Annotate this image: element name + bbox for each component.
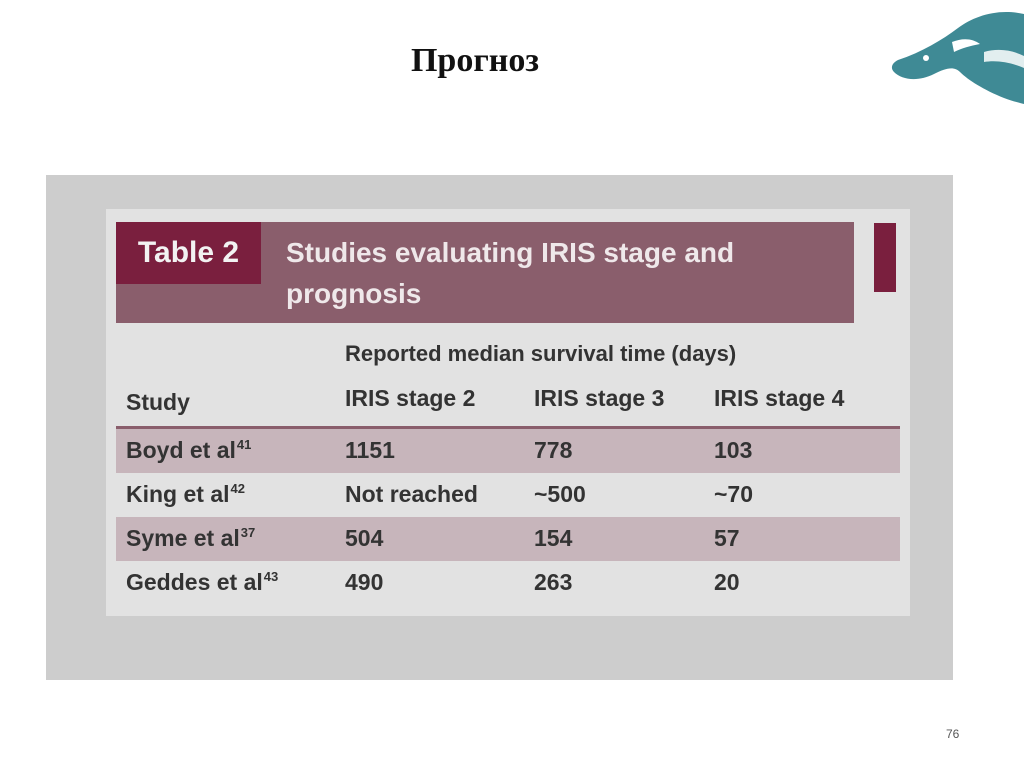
study-cell: Boyd et al41 — [126, 437, 252, 463]
table-row: Boyd et al41 1151 778 103 — [116, 429, 900, 473]
stage3-cell: 263 — [534, 569, 573, 595]
stage4-cell: 57 — [714, 525, 740, 551]
stage4-cell: 20 — [714, 569, 740, 595]
stage3-cell: 154 — [534, 525, 573, 551]
table-header-band: Table 2 Studies evaluating IRIS stage an… — [116, 222, 854, 323]
table-card: Table 2 Studies evaluating IRIS stage an… — [106, 209, 910, 616]
side-tab — [874, 223, 896, 292]
stage4-cell: ~70 — [714, 481, 754, 507]
stage3-cell: 778 — [534, 437, 573, 463]
stage2-cell: 1151 — [345, 437, 395, 463]
study-cell: Syme et al37 — [126, 525, 256, 551]
stage3-cell: ~500 — [534, 481, 586, 507]
table-heading: Studies evaluating IRIS stage and progno… — [286, 237, 735, 309]
study-cell: Geddes et al43 — [126, 569, 279, 595]
reference-number: 42 — [230, 481, 245, 496]
table-row: King et al42 Not reached ~500 ~70 — [116, 473, 900, 517]
stage2-cell: 490 — [345, 569, 384, 595]
column-header-stage4: IRIS stage 4 — [714, 385, 845, 411]
table-figure: Table 2 Studies evaluating IRIS stage an… — [46, 175, 953, 680]
column-header-stage2: IRIS stage 2 — [345, 385, 476, 411]
stage4-cell: 103 — [714, 437, 753, 463]
header-rule — [116, 426, 900, 429]
slide-title: Прогноз — [410, 42, 540, 79]
group-header: Reported median survival time (days) — [345, 341, 737, 366]
horse-head-logo — [891, 11, 1024, 104]
stage2-cell: 504 — [345, 525, 384, 551]
page-number: 76 — [946, 727, 960, 741]
reference-number: 41 — [236, 437, 252, 452]
column-header-study: Study — [126, 389, 190, 415]
study-cell: King et al42 — [126, 481, 245, 507]
table-label: Table 2 — [116, 222, 261, 284]
reference-number: 43 — [263, 569, 279, 584]
table-row: Geddes et al43 490 263 20 — [116, 561, 900, 605]
reference-number: 37 — [240, 525, 256, 540]
column-header-stage3: IRIS stage 3 — [534, 385, 665, 411]
stage2-cell: Not reached — [345, 481, 478, 507]
table-row: Syme et al37 504 154 57 — [116, 517, 900, 561]
